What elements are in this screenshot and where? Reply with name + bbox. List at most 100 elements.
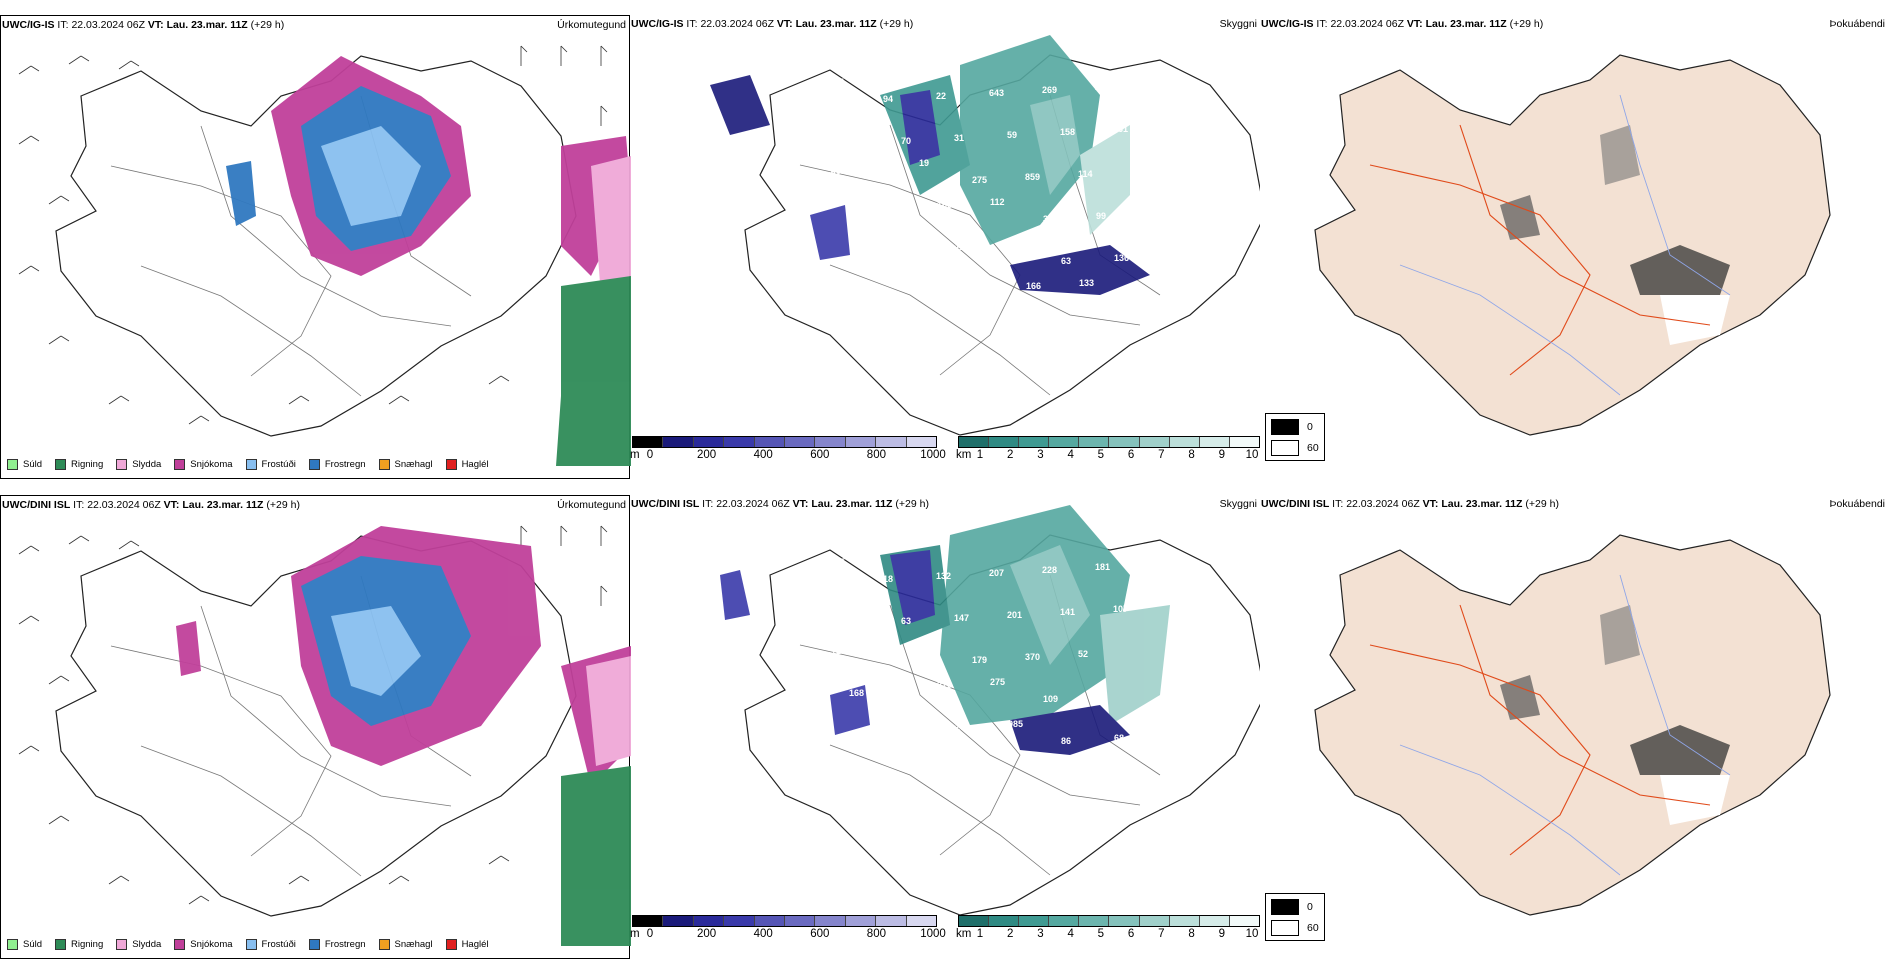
field-name: Þokuábendi [1829, 18, 1885, 30]
ceiling-value-label: 50 [848, 119, 858, 129]
it-time: 22.03.2024 06Z [716, 498, 790, 510]
fog-legend-value: 0 [1307, 421, 1313, 433]
colorbar-cell [1049, 437, 1080, 447]
colorbar-tick: 6 [1127, 928, 1135, 940]
ceiling-value-label: 112 [990, 197, 1005, 207]
ceiling-value-label: 119 [1026, 761, 1041, 771]
legend-item: Snæhagl [378, 939, 433, 950]
ceiling-value-label: 127 [1008, 239, 1023, 249]
precip-type-map[interactable] [1, 496, 631, 960]
field-name: Þokuábendi [1829, 498, 1885, 510]
ceiling-value-label: 18 [883, 574, 893, 584]
ceiling-colorbar: 0 200 400 600 800 1000 m [630, 915, 946, 947]
ceiling-value-label: 101 [830, 77, 845, 87]
vt-label: VT: [792, 498, 809, 510]
model-name: UWC/DINI ISL [631, 498, 700, 510]
legend-label: Snæhagl [394, 459, 433, 470]
lead-time: (+29 h) [879, 18, 914, 30]
colorbar-tick: 400 [753, 449, 773, 461]
ceiling-value-label: 21 [1079, 758, 1089, 768]
colorbar-cell [693, 916, 725, 926]
vt-label: VT: [147, 19, 164, 31]
vt-time: Lau. 23.mar. 11Z [811, 498, 893, 510]
fog-map[interactable] [1260, 15, 1900, 479]
ceiling-value-label: 59 [1007, 130, 1017, 140]
legend-swatch [55, 459, 67, 470]
legend-swatch [7, 459, 18, 470]
precip-type-panel-ig: UWC/IG-IS IT: 22.03.2024 06Z VT: Lau. 23… [0, 15, 631, 480]
ceiling-value-label: 136 [1114, 253, 1129, 263]
legend-label: Súld [23, 459, 43, 470]
visibility-colorbar: 1 2 3 4 5 6 7 8 9 10 km [956, 915, 1260, 947]
legend-label: Rigning [71, 459, 104, 470]
fog-legend-swatch [1271, 920, 1299, 936]
fog-legend-row: 0 [1271, 899, 1324, 915]
vt-time: Lau. 23.mar. 11Z [166, 19, 248, 31]
ceiling-value-label: 70 [901, 136, 911, 146]
legend-swatch [445, 939, 457, 950]
ceiling-value-label: 269 [1042, 85, 1057, 95]
ceiling-value-label: 166 [937, 200, 952, 210]
lead-time: (+29 h) [1525, 498, 1559, 510]
colorbar-cell [785, 437, 816, 447]
legend-swatch [445, 459, 457, 470]
ceiling-value-label: 207 [989, 568, 1004, 578]
fog-panel-ig: UWC/IG-IS IT: 22.03.2024 06Z VT: Lau. 23… [1260, 15, 1890, 479]
ceiling-value-label: 129 [884, 203, 899, 213]
fog-legend-swatch [1271, 899, 1299, 915]
colorbar-tick: 9 [1218, 928, 1225, 940]
precip-legend: Súld Rigning Slydda Snjókoma Frostúði Frostre… [7, 459, 502, 470]
ceiling-value-label: 228 [1095, 82, 1110, 92]
ceiling-value-label: 22 [936, 91, 946, 101]
panel-header: UWC/IG-IS IT: 22.03.2024 06Z VT: Lau. 23… [1261, 18, 1889, 30]
legend-swatch [7, 939, 18, 950]
colorbar-tick: 200 [697, 449, 717, 461]
colorbar-cell [876, 916, 907, 926]
ceiling-value-label: 48 [832, 295, 842, 305]
legend-label: Slydda [132, 459, 162, 470]
legend-item: Snjókoma [174, 459, 233, 470]
colorbar-cell [724, 437, 755, 447]
colorbar-cell [1109, 916, 1140, 926]
it-time: 22.03.2024 06Z [87, 499, 161, 511]
it-label: IT: [686, 18, 698, 30]
lead-time: (+29 h) [250, 19, 285, 31]
colorbar-tick: 0 [646, 449, 654, 461]
colorbar-tick: 10 [1245, 928, 1259, 940]
precip-type-map[interactable] [1, 16, 631, 480]
ceiling-value-label: 275 [972, 175, 987, 185]
lead-time: (+29 h) [1509, 18, 1544, 30]
field-name: Úrkomutegund [557, 499, 626, 511]
colorbar-tick: 7 [1158, 449, 1165, 461]
fog-legend-value: 0 [1307, 901, 1313, 913]
colorbar-cell [724, 916, 755, 926]
legend-item: Frostregn [308, 459, 366, 470]
legend-item: Rigning [55, 459, 103, 470]
colorbar-tick: 10 [1245, 449, 1259, 461]
legend-label: Snjókoma [190, 459, 233, 470]
cloud-base-panel-dini: 395 18 132 207 228 181 88 63 147 201 141 107 231 104 1… [630, 495, 1260, 959]
vt-time: Lau. 23.mar. 11Z [1441, 498, 1523, 510]
model-name: UWC/IG-IS [631, 18, 684, 30]
legend-item: Frostúði [245, 939, 296, 950]
legend-swatch [174, 939, 186, 950]
fog-legend: 0 60 [1265, 413, 1325, 461]
legend-item: Súld [7, 459, 42, 470]
colorbar-tick: 1000 [920, 449, 946, 461]
it-label: IT: [1332, 498, 1344, 510]
ceiling-value-label: 19 [919, 158, 929, 168]
ceiling-value-label: 98 [866, 161, 876, 171]
colorbar-tick: 800 [866, 449, 886, 461]
it-label: IT: [57, 19, 69, 31]
ceiling-value-label: 158 [1060, 127, 1075, 137]
it-time: 22.03.2024 06Z [71, 19, 145, 31]
colorbar-cell [1079, 437, 1110, 447]
colorbar-cell [845, 437, 877, 447]
legend-label: Slydda [132, 939, 162, 950]
colorbar-tick: 2 [1007, 449, 1014, 461]
precip-legend: Súld Rigning Slydda Snjókoma Frostúði Frostre… [7, 939, 502, 950]
fog-map[interactable] [1260, 495, 1900, 959]
ceiling-value-label: 94 [902, 245, 912, 255]
